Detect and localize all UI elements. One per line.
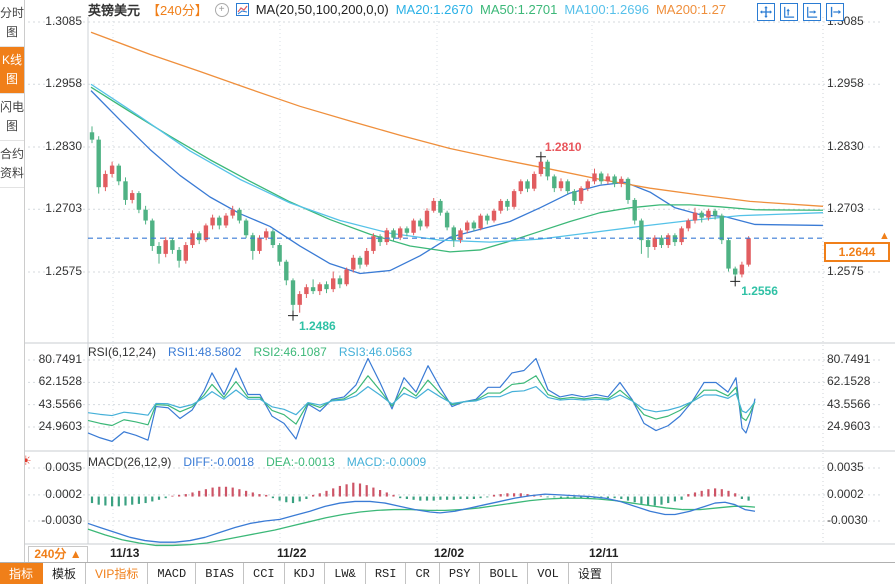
rsi-header-params: RSI(6,12,24) <box>88 345 157 359</box>
chart-header: 英镑美元 【240分】 + MA(20,50,100,200,0,0) MA20… <box>88 1 726 18</box>
circle-plus-icon[interactable]: + <box>214 2 229 17</box>
indicator-chart-icon[interactable] <box>235 3 249 16</box>
main-axis-label-left: 1.2703 <box>45 201 82 216</box>
date-label: 12/11 <box>589 546 619 560</box>
toolbar-tab-LW&[interactable]: LW& <box>325 563 366 584</box>
main-axis-label-left: 1.3085 <box>45 14 82 28</box>
macd-header-legend-2: MACD:-0.0009 <box>346 455 427 469</box>
sidebar-item-闪电图[interactable]: 闪电图 <box>0 94 24 141</box>
macd-axis-label-right: -0.0030 <box>827 513 868 527</box>
main-axis-label-left: 1.2575 <box>45 264 82 278</box>
macd-axis-label-left: 0.0002 <box>45 486 82 501</box>
ma100-value: MA100:1.2696 <box>564 2 649 17</box>
chart-toolbar-icons <box>757 3 844 21</box>
axis-play-icon[interactable] <box>803 3 821 21</box>
toolbar-tab-指标[interactable]: 指标 <box>0 563 44 584</box>
rsi-axis-label-right: 62.1528 <box>827 374 871 389</box>
symbol-title: 英镑美元 <box>88 3 141 18</box>
toolbar-tab-BOLL[interactable]: BOLL <box>480 563 529 584</box>
toolbar-tab-RSI[interactable]: RSI <box>366 563 407 584</box>
rsi-axis-label-right: 24.9603 <box>827 419 871 433</box>
rsi-axis-label-left: 80.7491 <box>38 352 82 366</box>
main-axis-label-right: 1.2830 <box>827 139 864 153</box>
rsi-axis-label-left: 24.9603 <box>38 419 82 433</box>
rsi-header-legend-2: RSI3:46.0563 <box>338 345 413 359</box>
macd-axis-label-right: 0.0002 <box>827 486 864 501</box>
date-label: 12/02 <box>434 546 465 560</box>
sidebar-item-分时图[interactable]: 分时图 <box>0 0 24 47</box>
macd-header: MACD(26,12,9) DIFF:-0.0018 DEA:-0.0013 MACD… <box>88 455 426 469</box>
bottom-toolbar: 指标 模板 VIP指标 MACD BIAS CCI KDJ LW& RSI CR PSY BOLL VO… <box>0 562 895 584</box>
toolbar-tab-KDJ[interactable]: KDJ <box>285 563 326 584</box>
period-label: 【240分】 <box>147 3 208 18</box>
toolbar-tab-CCI[interactable]: CCI <box>244 563 285 584</box>
macd-axis-label-right: 0.0035 <box>827 460 864 474</box>
hot-indicator-icon[interactable]: ☀ <box>20 453 32 468</box>
macd-header-params: MACD(26,12,9) <box>88 455 172 469</box>
crosshair-icon[interactable] <box>757 3 775 21</box>
macd-axis-label-left: 0.0035 <box>45 460 82 474</box>
rsi-axis-label-right: 43.5566 <box>827 396 871 411</box>
main-axis-label-right: 1.2703 <box>827 201 864 216</box>
macd-header-legend-0: DIFF:-0.0018 <box>183 455 255 469</box>
rsi-header-legend-1: RSI2:46.1087 <box>253 345 327 359</box>
sidebar-item-合约资料[interactable]: 合约资料 <box>0 141 24 188</box>
toolbar-tab-设置[interactable]: 设置 <box>569 563 612 584</box>
rsi-header: RSI(6,12,24) RSI1:48.5802 RSI2:46.1087 RSI3… <box>88 345 412 359</box>
main-axis-label-left: 1.2958 <box>45 76 82 91</box>
sidebar-item-K线图[interactable]: K线图 <box>0 47 24 94</box>
price-up-arrow-icon: ▲ <box>879 230 890 243</box>
pan-right-icon[interactable] <box>826 3 844 21</box>
toolbar-tab-PSY[interactable]: PSY <box>440 563 481 584</box>
price-annotation: 1.2486 <box>299 318 336 333</box>
ma50-value: MA50:1.2701 <box>480 2 558 17</box>
rsi-axis-label-left: 43.5566 <box>38 396 82 411</box>
ma20-value: MA20:1.2670 <box>395 2 474 17</box>
ma-params-label: MA(20,50,100,200,0,0) <box>255 2 389 17</box>
main-axis-label-right: 1.2958 <box>827 76 864 91</box>
toolbar-tab-模板[interactable]: 模板 <box>43 563 87 584</box>
current-price-box: 1.2644 <box>824 242 890 263</box>
main-axis-label-left: 1.2830 <box>45 139 82 153</box>
toolbar-tab-VOL[interactable]: VOL <box>528 563 569 584</box>
period-selector[interactable]: 240分 ▲ <box>28 546 88 563</box>
price-annotation: 1.2810 <box>544 139 582 154</box>
macd-header-legend-1: DEA:-0.0013 <box>266 455 335 469</box>
date-label: 11/22 <box>277 546 307 560</box>
axis-scale-icon[interactable] <box>780 3 798 21</box>
main-axis-label-right: 1.2575 <box>827 264 864 278</box>
toolbar-tab-VIP指标[interactable]: VIP指标 <box>86 563 149 584</box>
price-annotation: 1.2556 <box>741 284 778 299</box>
date-label: 11/13 <box>110 546 140 560</box>
rsi-axis-label-left: 62.1528 <box>38 374 82 389</box>
toolbar-tab-MACD[interactable]: MACD <box>148 563 197 584</box>
macd-axis-label-left: -0.0030 <box>41 513 82 527</box>
rsi-axis-label-right: 80.7491 <box>827 352 871 366</box>
sidebar: 分时图 K线图 闪电图 合约资料 <box>0 0 25 562</box>
ma200-value: MA200:1.27 <box>655 2 727 17</box>
toolbar-tab-CR[interactable]: CR <box>406 563 440 584</box>
toolbar-tab-BIAS[interactable]: BIAS <box>196 563 244 584</box>
rsi-header-legend-0: RSI1:48.5802 <box>168 345 242 359</box>
